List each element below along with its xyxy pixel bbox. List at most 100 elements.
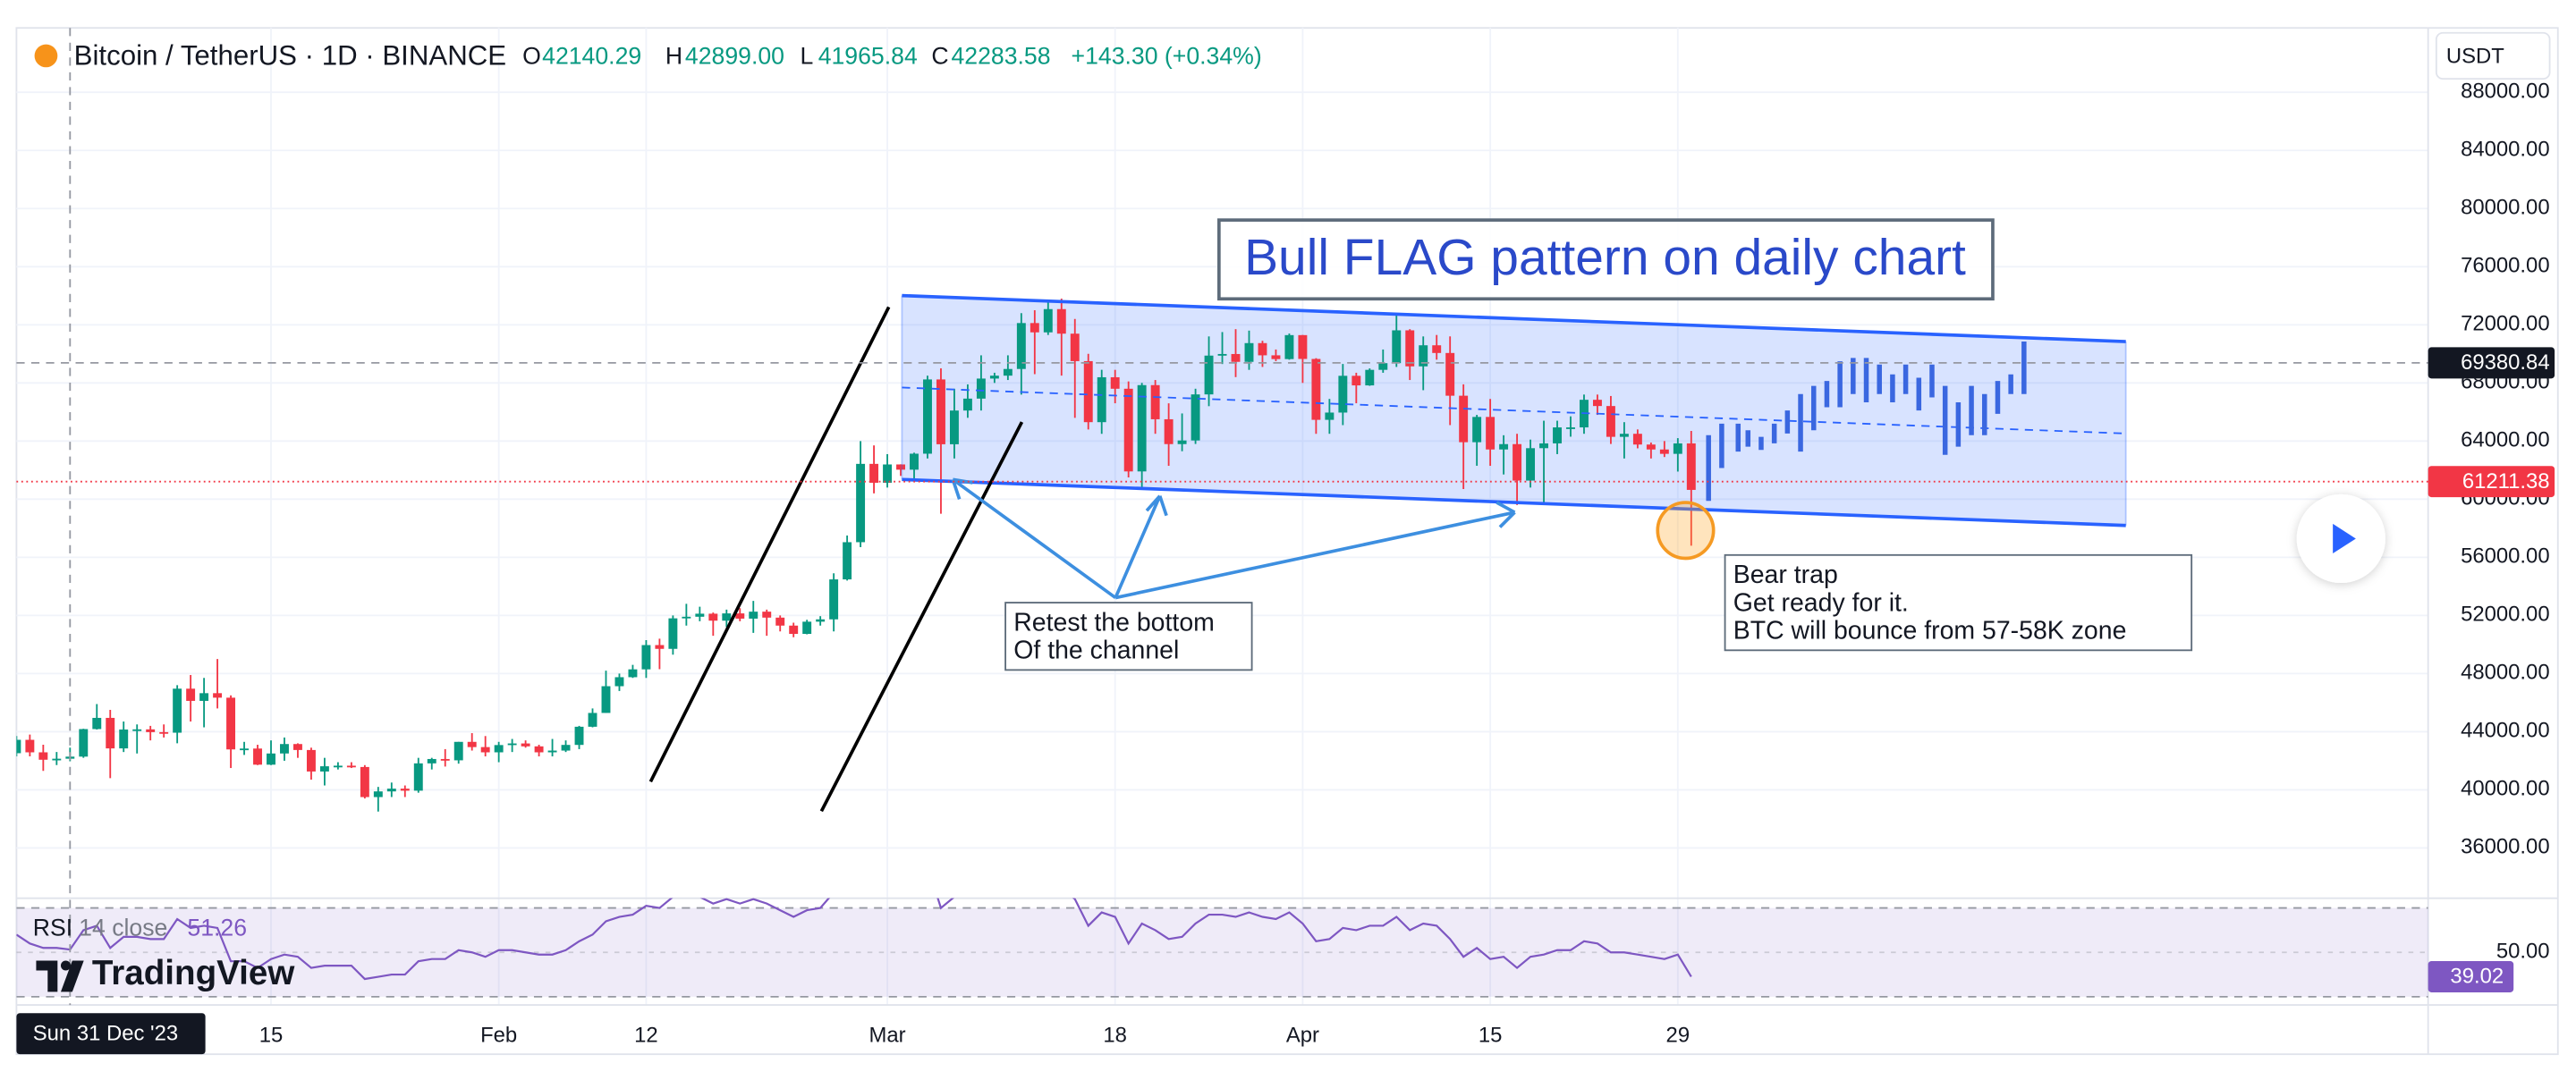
projection-bars — [1706, 342, 2027, 502]
candle-body — [655, 645, 665, 649]
candle-body — [386, 789, 396, 792]
candle-body — [1177, 440, 1187, 444]
candle-body — [92, 717, 102, 730]
channel-bottom — [902, 477, 2126, 527]
candle-body — [292, 744, 302, 750]
y-tick-label: 88000.00 — [2461, 80, 2550, 104]
candle-body — [829, 579, 839, 620]
ohlc-value: 42140.29 — [542, 42, 641, 69]
candle-body — [1110, 376, 1120, 389]
rsi-params: 14 close — [79, 915, 167, 941]
candle-body — [1043, 308, 1053, 333]
play-icon[interactable] — [2333, 523, 2356, 553]
currency[interactable]: USDT — [2446, 45, 2504, 69]
last-price-label: 61211.38 — [2462, 469, 2550, 494]
candle-body — [816, 619, 826, 622]
play-button[interactable] — [2296, 494, 2385, 584]
y-tick-label: 44000.00 — [2461, 719, 2550, 743]
candle-body — [1258, 342, 1267, 356]
y-tick-label: 52000.00 — [2461, 603, 2550, 627]
candle-body — [319, 766, 329, 772]
rsi-band — [16, 907, 2428, 997]
candle-body — [749, 612, 758, 619]
projection — [1706, 342, 2027, 502]
candle-body — [240, 748, 249, 751]
candle-body — [1432, 345, 1442, 353]
candle-body — [413, 763, 423, 791]
candle-body — [346, 765, 356, 768]
annotation-text: Retest the bottom — [1013, 608, 1215, 637]
candle-body — [1217, 353, 1227, 356]
y-tick-label: 48000.00 — [2461, 661, 2550, 685]
candle-body — [132, 729, 142, 731]
candle-body — [159, 731, 169, 734]
crosshair-date-box — [16, 1013, 206, 1055]
candle-body — [146, 729, 156, 732]
annotation-text: Bear trap — [1733, 561, 1838, 589]
annotation-text: Get ready for it. — [1733, 588, 1909, 617]
x-tick-label: 18 — [1103, 1023, 1127, 1047]
pane-border — [15, 27, 2559, 1056]
arrow — [1114, 501, 1516, 600]
candle-body — [1204, 355, 1214, 395]
candle-body — [802, 621, 812, 635]
candle-body — [1539, 443, 1548, 449]
candle-body — [373, 791, 383, 797]
rsi-tick-label: 50.00 — [2496, 940, 2550, 964]
candle-body — [1405, 330, 1415, 367]
currency-button[interactable] — [2435, 31, 2551, 80]
candle-body — [910, 453, 919, 470]
candle-body — [280, 744, 289, 754]
crosshair-date-label: Sun 31 Dec '23 — [33, 1021, 178, 1045]
candle-body — [628, 669, 638, 678]
candles — [16, 299, 1696, 812]
candle-body — [467, 741, 477, 747]
annotation-text: BTC will bounce from 57-58K zone — [1733, 617, 2127, 645]
candle-body — [106, 717, 115, 749]
candle-body — [16, 739, 21, 754]
candle-body — [1137, 384, 1147, 472]
rsi-line — [16, 898, 1692, 981]
candle-body — [1673, 443, 1682, 454]
candle-body — [440, 758, 450, 761]
candle-body — [695, 613, 705, 617]
candle-body — [1632, 434, 1642, 445]
candle-body — [1419, 345, 1428, 367]
candle-body — [962, 398, 972, 411]
y-tick-label: 56000.00 — [2461, 544, 2550, 569]
candle-body — [1592, 400, 1602, 407]
candle-body — [1646, 444, 1656, 450]
y-tick-label: 64000.00 — [2461, 428, 2550, 452]
candle-body — [1284, 334, 1294, 359]
candle-body — [1606, 406, 1615, 437]
crosshair-price-label: 69380.84 — [2461, 350, 2550, 375]
x-tick-label: Mar — [869, 1023, 906, 1047]
candle-body — [1097, 376, 1106, 423]
candle-body — [1619, 434, 1629, 437]
candle-body — [119, 729, 129, 749]
candle-body — [213, 693, 223, 698]
x-tick-label: 15 — [1479, 1023, 1503, 1047]
candle-body — [25, 739, 35, 753]
annotation-text: Bull FLAG pattern on daily chart — [1244, 229, 1966, 286]
candle-body — [949, 410, 959, 444]
logo-icon — [36, 960, 84, 992]
candle-body — [588, 713, 597, 727]
candle-body — [856, 463, 866, 543]
candle-body — [1311, 359, 1321, 420]
candle-body — [173, 688, 182, 733]
drawings — [648, 293, 2127, 813]
ohlc-value: 42283.58 — [951, 42, 1050, 69]
candle-body — [38, 752, 48, 760]
candle-body — [1566, 427, 1575, 429]
change: +143.30 (+0.34%) — [1072, 42, 1262, 69]
candle-body — [1325, 412, 1335, 420]
ohlc-value: 41965.84 — [818, 42, 918, 69]
candle-body — [1271, 355, 1281, 359]
annotation-box — [1724, 553, 2193, 652]
candle-body — [708, 613, 718, 621]
y-tick-label: 80000.00 — [2461, 196, 2550, 220]
